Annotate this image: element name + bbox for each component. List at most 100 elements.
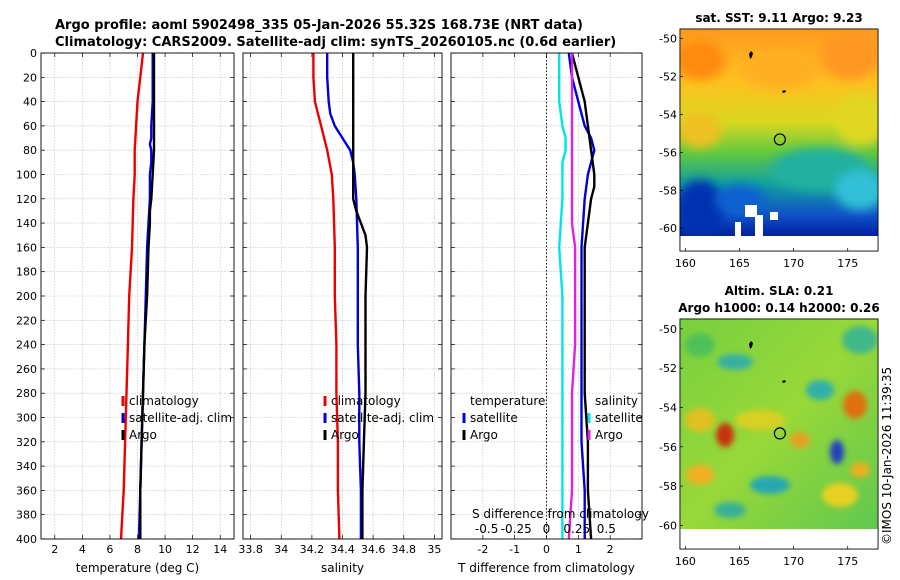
sst-argo-marker (773, 133, 786, 146)
y-tick-label: 200 (16, 290, 37, 303)
profile-panel-temperature: 0 20 40 60 80 100 120 140 160 180 200 220 240 260 280 3… (16, 47, 235, 575)
x-tick-label: 6 (106, 543, 113, 556)
y-tick-label: 260 (16, 363, 37, 376)
y-tick-label: 80 (23, 144, 37, 157)
map-y-tick-label: -56 (659, 146, 677, 159)
legend-title-temperature: temperature (470, 394, 545, 408)
x-tick-label: 12 (186, 543, 200, 556)
imos-watermark: ©IMOS 10-Jan-2026 11:39:35 (880, 367, 894, 545)
top-axis-label: S difference from climatology (472, 507, 649, 521)
y-tick-label: 0 (30, 47, 37, 60)
map-x-tick-label: 175 (837, 555, 858, 568)
map-x-tick-label: 170 (783, 257, 804, 270)
x-tick-label: 34.8 (391, 543, 416, 556)
plot-frame (450, 52, 643, 540)
legend-label: Argo (331, 428, 359, 442)
sla-map: Altim. SLA: 0.21 Argo h1000: 0.14 h2000:… (659, 284, 880, 568)
map-y-tick-label: -52 (659, 362, 677, 375)
y-tick-label: 280 (16, 387, 37, 400)
sla-axes: 160 165 170 175 -50 -52 -54 -56 -58 -60 (659, 323, 858, 568)
map-y-tick-label: -60 (659, 222, 677, 235)
y-tick-label: 100 (16, 169, 37, 182)
x-axis-label: temperature (deg C) (76, 561, 199, 575)
legend-label: satellite (470, 411, 518, 425)
y-tick-label: 60 (23, 120, 37, 133)
map-y-tick-label: -60 (659, 519, 677, 532)
series-line-argo (352, 53, 369, 539)
sla-argo-marker (773, 427, 786, 440)
x-tick-label: 35 (427, 543, 441, 556)
sst-map-title: sat. SST: 9.11 Argo: 9.23 (695, 11, 862, 25)
map-x-tick-label: 160 (675, 555, 696, 568)
title-line-1: Argo profile: aoml 5902498_335 05-Jan-20… (55, 18, 583, 33)
x-axis-label: T difference from climatology (457, 561, 635, 575)
map-y-tick-label: -58 (659, 184, 677, 197)
y-tick-label: 360 (16, 484, 37, 497)
sst-axes: 160 165 170 175 -50 -52 -54 -56 -58 -60 (659, 32, 858, 270)
map-x-tick-label: 175 (837, 257, 858, 270)
legend-label: Argo (470, 428, 498, 442)
map-x-tick-label: 165 (729, 257, 750, 270)
y-tick-label: 220 (16, 314, 37, 327)
legend-label: Argo (595, 428, 623, 442)
map-y-tick-label: -50 (659, 32, 677, 45)
map-y-tick-label: -56 (659, 441, 677, 454)
sst-island-2 (782, 90, 786, 93)
x-tick-label: 34 (274, 543, 288, 556)
legend-label: satellite-adj. clim (331, 411, 434, 425)
y-tick-label: 140 (16, 217, 37, 230)
top-tick-label: 0.5 (597, 522, 616, 536)
map-y-tick-label: -54 (659, 401, 677, 414)
top-tick-label: 0 (543, 522, 551, 536)
series-line-argo (139, 53, 156, 539)
x-tick-label: 10 (158, 543, 172, 556)
x-tick-label: 0 (543, 543, 550, 556)
series-line-salinity-satellite (557, 53, 567, 539)
series-line-climatology (119, 52, 145, 540)
x-tick-label: 2 (51, 543, 58, 556)
legend-label: satellite (595, 411, 643, 425)
y-tick-label: 120 (16, 193, 37, 206)
profile-plots: 0204060801001201401601802002202402602803… (16, 47, 649, 575)
sla-heatmap (680, 319, 878, 529)
sla-island-2 (782, 380, 786, 383)
y-tick-label: 160 (16, 241, 37, 254)
map-y-tick-label: -54 (659, 108, 677, 121)
y-tick-label: 40 (23, 96, 37, 109)
x-tick-label: -1 (509, 543, 520, 556)
y-tick-label: 180 (16, 266, 37, 279)
sla-island (749, 341, 753, 349)
series-line-salinity-argo (567, 53, 577, 540)
map-x-tick-label: 170 (783, 555, 804, 568)
map-y-tick-label: -58 (659, 480, 677, 493)
legend-title-salinity: salinity (595, 394, 638, 408)
top-tick-label: 0.25 (563, 522, 590, 536)
x-tick-label: 1 (575, 543, 582, 556)
y-tick-label: 240 (16, 339, 37, 352)
y-tick-label: 380 (16, 509, 37, 522)
y-tick-label: 340 (16, 460, 37, 473)
profile-panel-difference: -2 -1 0 1 2 T difference from climatology temp… (450, 52, 649, 575)
legend-label: Argo (129, 428, 157, 442)
x-tick-label: 8 (134, 543, 141, 556)
sla-map-title: Altim. SLA: 0.21 (725, 284, 834, 298)
map-y-tick-label: -50 (659, 323, 677, 336)
series-line-satellite-adj-clim (326, 53, 363, 539)
sst-island (749, 51, 753, 59)
top-tick-label: -0.25 (501, 522, 532, 536)
x-tick-label: 2 (607, 543, 614, 556)
sst-map: sat. SST: 9.11 Argo: 9.23 160 165 170 175 -5… (659, 11, 879, 270)
top-tick-label: -0.5 (475, 522, 498, 536)
legend-label: climatology (331, 394, 401, 408)
series-line-climatology (312, 53, 341, 540)
legend-label: climatology (129, 394, 199, 408)
plot-frame (40, 52, 235, 540)
series-line-temperature-argo (570, 52, 596, 540)
x-axis-label: salinity (321, 561, 364, 575)
x-tick-label: 4 (79, 543, 86, 556)
plot-frame (242, 52, 443, 540)
title-line-2: Climatology: CARS2009. Satellite-adj cli… (55, 35, 616, 50)
series-line-temperature-satellite (567, 52, 596, 539)
y-tick-label: 400 (16, 533, 37, 546)
